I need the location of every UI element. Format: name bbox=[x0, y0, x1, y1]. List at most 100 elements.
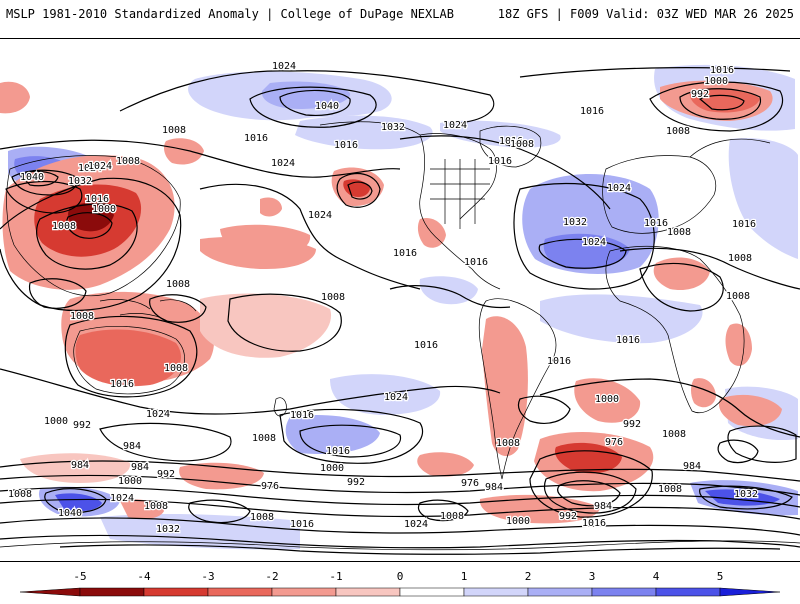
isobar-1008-pacific bbox=[227, 293, 342, 352]
colorbar-segment bbox=[527, 587, 593, 597]
isobar-label: 1016 bbox=[110, 379, 134, 390]
isobar-label: 1008 bbox=[164, 363, 188, 374]
isobar-label: 1024 bbox=[308, 210, 332, 221]
isobar-1016-mexico bbox=[389, 285, 511, 309]
negative-anomaly-so-c bbox=[417, 452, 474, 477]
isobar-label: 1040 bbox=[20, 172, 44, 183]
isobar-label: 1016 bbox=[644, 218, 668, 229]
isobar-label: 1008 bbox=[510, 139, 534, 150]
colorbar-blocks bbox=[19, 587, 781, 597]
isobar-label: 1032 bbox=[68, 176, 92, 187]
isobar-label: 1016 bbox=[582, 518, 606, 529]
new-zealand-coast bbox=[273, 397, 287, 417]
isobar-label: 1008 bbox=[166, 279, 190, 290]
isobar-label: 1016 bbox=[732, 219, 756, 230]
isobar-label: 1008 bbox=[144, 501, 168, 512]
isobar-label: 1000 bbox=[92, 204, 116, 215]
positive-anomaly-ant-mid bbox=[100, 514, 300, 550]
isobar-label: 1000 bbox=[506, 516, 530, 527]
colorbar-tick-label: -3 bbox=[201, 570, 214, 583]
isobar-label: 1016 bbox=[488, 156, 512, 167]
colorbar-ticks: -5 -4 -3 -2 -1 0 1 2 3 4 5 bbox=[73, 570, 723, 583]
isobar-label: 1024 bbox=[384, 392, 408, 403]
europe-coast bbox=[602, 138, 771, 234]
isobar-label: 1016 bbox=[244, 133, 268, 144]
isobar-1016-arctic bbox=[519, 67, 791, 78]
isobar-976-so-low-d bbox=[717, 439, 759, 464]
antarctica-coast bbox=[0, 540, 800, 551]
isobar-992-asia bbox=[66, 212, 113, 239]
positive-anomaly-ant-w-core bbox=[55, 493, 102, 511]
isobar-label: 984 bbox=[123, 441, 141, 452]
colorbar-tick-label: -2 bbox=[265, 570, 278, 583]
isobar-1032-azores bbox=[538, 238, 627, 269]
isobar-label: 1008 bbox=[658, 484, 682, 495]
isobar-label: 1008 bbox=[250, 512, 274, 523]
isobar-label: 1024 bbox=[110, 493, 134, 504]
isobar-976-so-low-c bbox=[417, 499, 469, 522]
isobar-label: 1016 bbox=[580, 106, 604, 117]
isobar-1008-indonesia bbox=[149, 294, 207, 323]
isobar-label: 984 bbox=[594, 501, 612, 512]
isobar-label: 976 bbox=[461, 478, 479, 489]
isobar-1016-spac-b bbox=[279, 408, 424, 464]
isobar-label: 1008 bbox=[728, 253, 752, 264]
isobar-label: 1016 bbox=[710, 65, 734, 76]
positive-anomaly-canada bbox=[295, 115, 433, 150]
isobar-label: 1016 bbox=[393, 248, 417, 259]
isobar-976-so-low-b bbox=[557, 480, 621, 507]
isobar-label: 1016 bbox=[464, 257, 488, 268]
isobar-1024-npac bbox=[119, 70, 495, 124]
negative-anomaly-arctic-ne-core bbox=[689, 88, 760, 113]
isobar-label: 992 bbox=[73, 420, 91, 431]
negative-anomaly-africa-s bbox=[691, 378, 716, 408]
isobar-label: 992 bbox=[691, 89, 709, 100]
isobar-label: 1040 bbox=[315, 101, 339, 112]
isobar-984-so bbox=[0, 498, 800, 520]
asia-coast bbox=[6, 155, 181, 297]
colorbar-tick-label: 5 bbox=[717, 570, 724, 583]
map-title: MSLP 1981-2010 Standardized Anomaly | Co… bbox=[6, 7, 454, 21]
isobar-label: 1016 bbox=[85, 194, 109, 205]
colorbar-segment bbox=[463, 587, 529, 597]
isobar-label: 1008 bbox=[726, 291, 750, 302]
isobar-label: 1008 bbox=[321, 292, 345, 303]
isobar-label: 992 bbox=[347, 477, 365, 488]
isobar-1024-pac-mid bbox=[199, 183, 421, 290]
colorbar-segment bbox=[655, 587, 721, 597]
isobar-label: 1008 bbox=[116, 156, 140, 167]
isobar-1016-spac bbox=[0, 368, 501, 415]
isobar-label: 984 bbox=[683, 461, 701, 472]
isobar-1008-australia bbox=[64, 315, 198, 398]
colorbar-segment bbox=[335, 587, 401, 597]
colorbar-segment bbox=[79, 587, 145, 597]
negative-anomaly-andes-halo bbox=[482, 316, 528, 457]
isobar-label: 1024 bbox=[404, 519, 428, 530]
isobar-1000-so bbox=[0, 474, 800, 496]
coastlines bbox=[0, 121, 800, 551]
colorbar-segment bbox=[143, 587, 209, 597]
isobar-1008-so bbox=[0, 460, 800, 482]
isobar-1016-siberia bbox=[5, 180, 83, 214]
isobar-label: 1008 bbox=[162, 125, 186, 136]
isobar-1024-ant bbox=[59, 544, 781, 555]
us-states-grid bbox=[430, 159, 490, 229]
isobar-label: 1032 bbox=[156, 524, 180, 535]
map-frame: 1016 1024 1000 992 1040 1032 1024 1016 1008 1008 1… bbox=[0, 38, 800, 562]
isobar-label: 1024 bbox=[443, 120, 467, 131]
positive-anomaly-atlantic-trop bbox=[540, 294, 703, 344]
south-america-coast bbox=[478, 298, 557, 480]
isobar-label: 984 bbox=[71, 460, 89, 471]
isobar-label: 1016 bbox=[326, 446, 350, 457]
isobar-1008-arctic-ne bbox=[649, 81, 784, 132]
anomaly-fills bbox=[0, 64, 798, 550]
map-header: MSLP 1981-2010 Standardized Anomaly | Co… bbox=[0, 0, 800, 34]
isobar-label: 1008 bbox=[8, 489, 32, 500]
colorbar: -5 -4 -3 -2 -1 0 1 2 3 4 5 bbox=[0, 562, 800, 600]
colorbar-graphic: -5 -4 -3 -2 -1 0 1 2 3 4 5 bbox=[19, 570, 781, 597]
negative-anomaly-africa-ne bbox=[653, 257, 710, 291]
isobar-1024-natl bbox=[513, 182, 655, 290]
isobar-label: 1040 bbox=[58, 508, 82, 519]
isobar-label: 1000 bbox=[44, 416, 68, 427]
isobar-1024-spac bbox=[299, 424, 402, 458]
